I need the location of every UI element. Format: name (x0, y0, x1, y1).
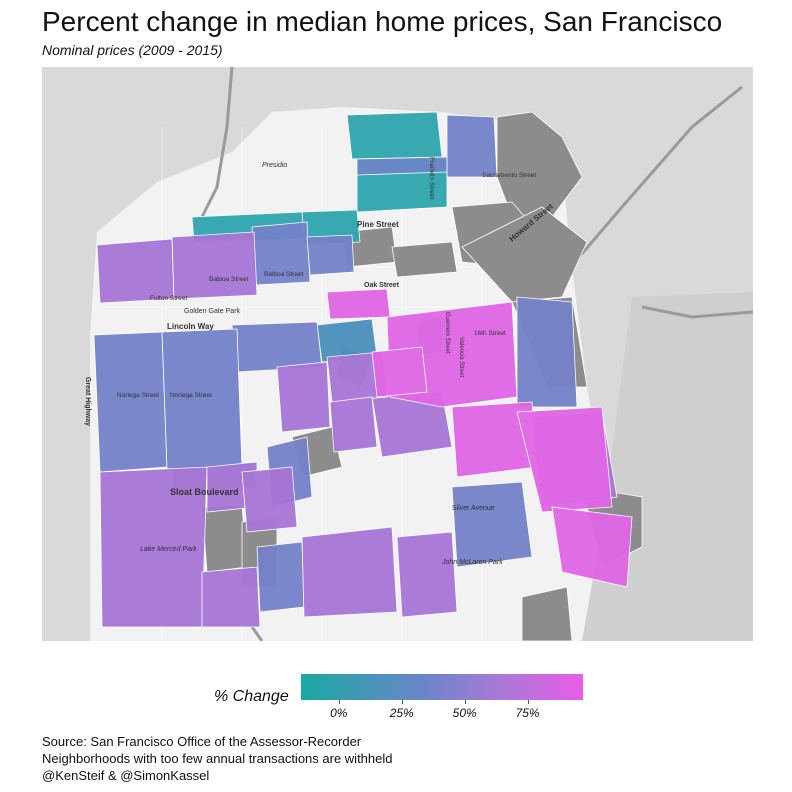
chart-subtitle: Nominal prices (2009 - 2015) (42, 42, 223, 58)
label-balboa-1: Balboa Street (209, 276, 249, 283)
footer-credit: @KenSteif & @SimonKassel (42, 768, 210, 783)
label-balboa-2: Balboa Street (264, 271, 304, 278)
legend-colorbar (301, 674, 583, 700)
legend-tick-label: 0% (330, 706, 348, 720)
label-sloat: Sloat Boulevard (170, 487, 239, 497)
oceanview-neighborhood (241, 466, 298, 533)
map-panel[interactable]: Presidio Franklin Street Pine Street Sac… (42, 67, 753, 641)
label-presidio: Presidio (262, 162, 287, 169)
label-noriega-2: Noriega Street (170, 392, 212, 399)
label-pine: Pine Street (357, 220, 399, 229)
hunters-point-neighborhood (551, 506, 633, 588)
cow-hollow-neighborhood (356, 156, 448, 176)
legend-tick (401, 700, 403, 704)
legend-tick (338, 700, 340, 704)
label-silver: Silver Avenue (452, 505, 495, 512)
label-mclaren: John McLaren Park (441, 559, 503, 566)
chart-title: Percent change in median home prices, Sa… (42, 6, 723, 37)
map-labels: Presidio Franklin Street Pine Street Sac… (84, 157, 555, 566)
legend-tick-label: 25% (389, 706, 414, 720)
footer-note: Neighborhoods with too few annual transa… (42, 751, 393, 766)
outer-mission-neighborhood (301, 526, 398, 618)
noe-valley-neighborhood (326, 351, 388, 403)
legend: % Change 0% 25% 50% 75% (0, 660, 792, 730)
label-franklin: Franklin Street (428, 157, 435, 199)
russian-hill-neighborhood (446, 114, 498, 178)
castro-neighborhood (371, 346, 428, 398)
label-fulton: Fulton Street (150, 295, 187, 302)
footer-source: Source: San Francisco Office of the Asse… (42, 734, 362, 749)
outer-richmond-neighborhood (96, 238, 175, 304)
highest-change-areas[interactable] (326, 288, 633, 588)
label-noriega-1: Noriega Street (117, 392, 159, 399)
outer-sunset-neighborhood (93, 331, 168, 473)
dogpatch-neighborhood (516, 406, 613, 513)
crocker-amazon-neighborhood (201, 566, 261, 628)
label-sixteenth: 16th Street (474, 330, 506, 337)
label-oak: Oak Street (364, 282, 400, 289)
footer: Source: San Francisco Office of the Asse… (42, 733, 393, 784)
central-richmond-neighborhood (171, 231, 258, 300)
twin-peaks-neighborhood (276, 361, 331, 433)
label-lincoln: Lincoln Way (167, 322, 214, 331)
legend-tick-label: 75% (515, 706, 540, 720)
mid-change-areas[interactable] (93, 114, 578, 613)
legend-tick (527, 700, 529, 704)
high-change-areas[interactable] (96, 231, 618, 628)
legend-tick-label: 50% (452, 706, 477, 720)
legend-title: % Change (214, 688, 289, 705)
freeways (200, 67, 753, 641)
label-lake-merced: Lake Merced Park (140, 546, 197, 553)
label-great-hwy: Great Highway (84, 377, 91, 426)
label-sacramento: Sacramento Street (482, 172, 536, 179)
western-addition-neighborhood (326, 288, 391, 320)
potrero-hill-neighborhood (516, 296, 578, 408)
visitacion-valley-neighborhood (396, 531, 458, 618)
laurel-heights-neighborhood (306, 234, 355, 276)
diamond-heights-neighborhood (329, 396, 378, 453)
label-guerrero: Guerrero Street (444, 312, 450, 354)
ingleside-neighborhood (256, 541, 305, 613)
marina-neighborhood (346, 111, 443, 160)
legend-tick (464, 700, 466, 704)
label-golden-gate: Golden Gate Park (184, 308, 241, 315)
parkside-neighborhood (161, 328, 243, 470)
map-canvas[interactable]: Presidio Franklin Street Pine Street Sac… (42, 67, 753, 641)
label-valencia: Valencia Street (458, 337, 464, 378)
excelsior-neighborhood (451, 481, 533, 568)
